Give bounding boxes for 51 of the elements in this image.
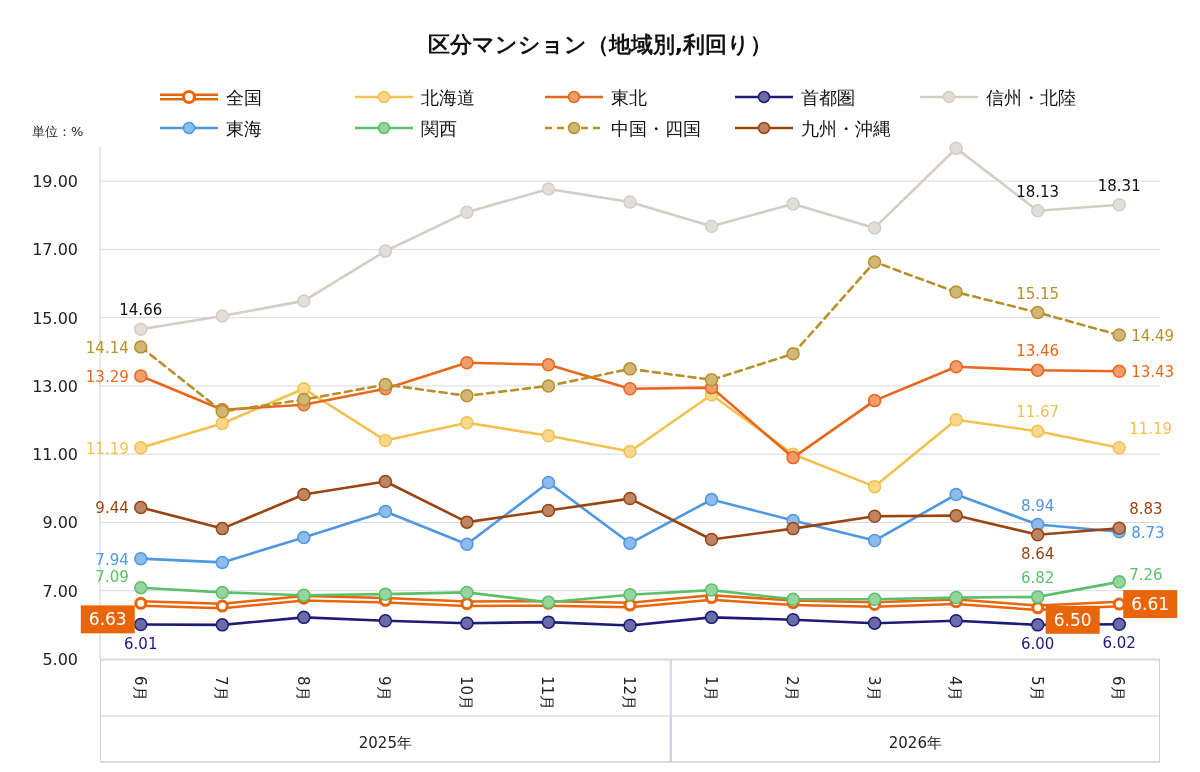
y-tick-label: 9.00 [42,513,78,533]
y-tick-label: 15.00 [32,308,78,328]
x-tick-label: 2月 [783,676,802,701]
x-tick-label: 11月 [538,676,557,711]
x-tick-label: 5月 [1027,676,1046,701]
legend-label: 信州・北陸 [986,87,1076,108]
legend-label: 全国 [226,87,262,108]
y-tick-label: 5.00 [42,650,78,669]
x-tick-label: 6月 [1109,676,1128,701]
data-label: 6.50 [1053,609,1092,630]
y-tick-label: 17.00 [32,240,78,260]
y-axis-title: 単位：% [32,124,84,139]
x-tick-label: 6月 [130,676,149,701]
data-label: 6.61 [1131,594,1170,615]
data-label: 8.83 [1129,500,1163,519]
chart-title: 区分マンション（地域別,利回り） [427,32,773,57]
legend-label: 中国・四国 [611,118,701,139]
data-label: 13.43 [1131,363,1175,382]
legend-label: 東海 [226,118,262,139]
y-tick-label: 19.00 [32,172,78,192]
x-tick-label: 8月 [293,676,312,701]
data-label: 18.31 [1097,176,1141,195]
text: 2025年 [358,734,412,752]
text: 2026年 [888,734,942,752]
x-tick-label: 4月 [946,676,965,701]
data-label: 15.15 [1016,284,1060,303]
y-tick-label: 7.00 [42,581,78,601]
x-tick-label: 9月 [375,676,394,701]
data-label: 8.64 [1020,544,1055,563]
data-label: 14.14 [85,339,129,358]
data-label: 6.63 [88,609,127,630]
data-label: 8.73 [1131,523,1165,542]
y-tick-label: 11.00 [32,445,78,465]
y-tick-label: 13.00 [32,376,78,396]
x-tick-label: 12月 [620,676,638,711]
x-tick-label: 7月 [212,676,231,701]
data-label: 13.29 [85,368,129,387]
legend-label: 東北 [611,87,647,108]
data-label: 8.94 [1020,496,1055,515]
data-label: 14.49 [1131,327,1175,346]
legend-label: 首都圏 [801,87,855,108]
data-label: 9.44 [95,499,129,518]
data-label: 18.13 [1016,182,1060,201]
x-tick-label: 1月 [701,676,720,701]
data-label: 13.46 [1016,342,1060,361]
x-tick-label: 10月 [456,676,475,711]
legend-label: 北海道 [421,87,475,108]
data-label: 14.66 [119,301,163,320]
x-tick-label: 3月 [864,676,883,701]
legend-label: 九州・沖縄 [801,118,891,139]
legend-label: 関西 [421,118,457,139]
